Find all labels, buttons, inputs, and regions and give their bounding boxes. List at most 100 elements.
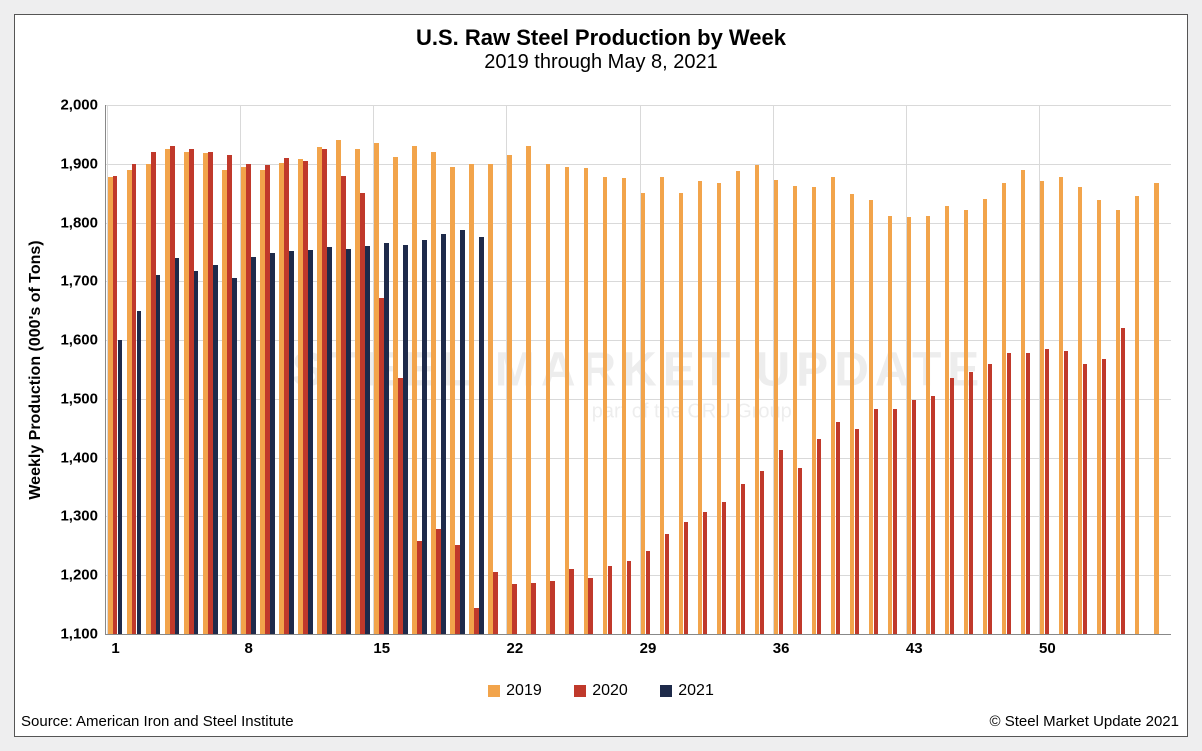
y-tick-label: 1,900 [60,155,106,172]
bar-2020 [322,149,326,634]
bar-2019 [1135,196,1139,634]
x-tick-label: 43 [906,634,923,657]
y-axis-label: Weekly Production (000's of Tons) [27,240,45,499]
bar-2019 [1040,181,1044,634]
y-tick-label: 1,500 [60,390,106,407]
bar-2019 [393,157,397,634]
bar-2019 [1059,177,1063,634]
bar-2019 [679,193,683,634]
bar-2020 [436,529,440,634]
bar-2021 [156,275,160,634]
bar-2021 [384,243,388,634]
bar-2020 [817,439,821,634]
bar-2020 [703,512,707,634]
x-tick-label: 50 [1039,634,1056,657]
chart-panel: U.S. Raw Steel Production by Week 2019 t… [14,14,1188,737]
bar-2021 [270,253,274,634]
bar-2019 [774,180,778,634]
bar-2020 [608,566,612,634]
bar-2019 [945,206,949,634]
bar-2021 [422,240,426,634]
y-tick-label: 1,700 [60,273,106,290]
bar-2019 [603,177,607,634]
y-tick-label: 1,800 [60,214,106,231]
bar-2020 [1121,328,1125,634]
bar-2021 [213,265,217,634]
bar-2019 [222,170,226,634]
bar-2019 [698,181,702,634]
y-tick-label: 1,100 [60,626,106,643]
title-block: U.S. Raw Steel Production by Week 2019 t… [15,25,1187,74]
bar-2020 [741,484,745,634]
x-tick-label: 15 [373,634,390,657]
legend-label-2021: 2021 [678,682,714,700]
bar-2020 [627,561,631,634]
chart-title: U.S. Raw Steel Production by Week [15,25,1187,51]
legend-item-2020: 2020 [574,682,628,700]
bar-2020 [189,149,193,634]
bar-2020 [569,569,573,634]
bar-2021 [175,258,179,634]
bar-2019 [317,147,321,634]
x-tick-label: 22 [507,634,524,657]
bar-2020 [969,372,973,634]
bar-2020 [779,450,783,634]
bar-2020 [417,541,421,634]
bar-2020 [988,364,992,634]
bar-2019 [165,149,169,634]
bar-2019 [108,177,112,634]
bar-2020 [1083,364,1087,634]
bar-2020 [1026,353,1030,634]
x-tick-label: 36 [773,634,790,657]
bar-2019 [374,143,378,634]
bar-2019 [450,167,454,634]
bar-2020 [874,409,878,634]
bar-2020 [132,164,136,634]
bar-2021 [365,246,369,634]
bar-2019 [412,146,416,634]
bar-2020 [1064,351,1068,634]
bar-2019 [964,210,968,634]
bar-2020 [379,298,383,634]
bar-2019 [1154,183,1158,634]
legend-item-2019: 2019 [488,682,542,700]
gridline-h [106,105,1171,106]
bar-2020 [512,584,516,634]
bar-2019 [469,164,473,634]
bar-2019 [907,217,911,634]
bar-2021 [232,278,236,634]
legend: 2019 2020 2021 [15,682,1187,702]
bar-2020 [493,572,497,634]
bar-2020 [684,522,688,634]
bar-2021 [460,230,464,634]
bar-2019 [755,165,759,634]
bar-2020 [760,471,764,634]
bar-2021 [479,237,483,634]
bar-2020 [265,165,269,634]
bar-2020 [246,164,250,634]
bar-2019 [546,164,550,634]
y-tick-label: 2,000 [60,97,106,114]
y-tick-label: 1,200 [60,567,106,584]
bar-2019 [127,170,131,634]
bar-2021 [137,311,141,634]
page-canvas: U.S. Raw Steel Production by Week 2019 t… [0,0,1202,751]
legend-swatch-2021 [660,685,672,697]
bar-2020 [931,396,935,634]
bar-2019 [355,149,359,634]
bar-2020 [798,468,802,634]
plot-area: Weekly Production (000's of Tons) STEEL … [105,105,1171,635]
bar-2020 [341,176,345,634]
bar-2019 [336,140,340,634]
bar-2021 [308,250,312,634]
bar-2019 [622,178,626,634]
bar-2021 [441,234,445,634]
bar-2019 [203,153,207,634]
bar-2020 [455,545,459,634]
y-tick-label: 1,600 [60,332,106,349]
bar-2021 [346,249,350,634]
bar-2020 [646,551,650,634]
bar-2020 [855,429,859,634]
bar-2020 [170,146,174,634]
bar-2019 [641,193,645,634]
